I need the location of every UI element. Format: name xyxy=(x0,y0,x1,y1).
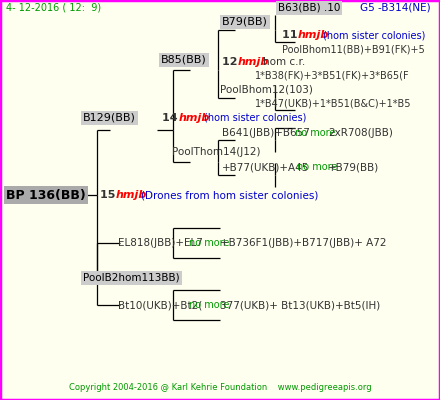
Text: 12: 12 xyxy=(222,57,242,67)
Text: no more: no more xyxy=(295,128,335,138)
Text: PoolB2hom113BB): PoolB2hom113BB) xyxy=(83,273,180,283)
Text: no more: no more xyxy=(297,162,337,172)
Text: 15: 15 xyxy=(100,190,119,200)
Text: PoolBhom12(103): PoolBhom12(103) xyxy=(220,85,313,95)
Text: hmjb: hmjb xyxy=(298,30,330,40)
Text: B79(BB): B79(BB) xyxy=(222,17,268,27)
Text: +B77(UKB)+A45: +B77(UKB)+A45 xyxy=(222,162,309,172)
Text: B641(JBB)+B657: B641(JBB)+B657 xyxy=(222,128,310,138)
Text: G5 -B314(NE): G5 -B314(NE) xyxy=(360,3,431,13)
Text: 2xR708(JBB): 2xR708(JBB) xyxy=(328,128,393,138)
Text: Bt10(UKB)+Bt2(: Bt10(UKB)+Bt2( xyxy=(118,300,202,310)
Text: Copyright 2004-2016 @ Karl Kehrie Foundation    www.pedigreeapis.org: Copyright 2004-2016 @ Karl Kehrie Founda… xyxy=(69,384,371,392)
Text: 14: 14 xyxy=(162,113,181,123)
Text: 377(UKB)+ Bt13(UKB)+Bt5(IH): 377(UKB)+ Bt13(UKB)+Bt5(IH) xyxy=(220,300,380,310)
Text: hmjb: hmjb xyxy=(116,190,147,200)
Text: EL818(JBB)+EL7: EL818(JBB)+EL7 xyxy=(118,238,203,248)
Text: 1*B38(FK)+3*B51(FK)+3*B65(F: 1*B38(FK)+3*B51(FK)+3*B65(F xyxy=(255,70,410,80)
Text: BP 136(BB): BP 136(BB) xyxy=(6,188,86,202)
Text: +B79(BB): +B79(BB) xyxy=(328,162,379,172)
Text: PoolBhom11(BB)+B91(FK)+5: PoolBhom11(BB)+B91(FK)+5 xyxy=(282,44,425,54)
Text: 1*B47(UKB)+1*B51(B&C)+1*B5: 1*B47(UKB)+1*B51(B&C)+1*B5 xyxy=(255,98,411,108)
Text: no more: no more xyxy=(189,300,229,310)
Text: B129(BB): B129(BB) xyxy=(83,113,136,123)
Text: (hom sister colonies): (hom sister colonies) xyxy=(323,30,425,40)
Text: no more: no more xyxy=(189,238,229,248)
Text: B85(BB): B85(BB) xyxy=(161,55,207,65)
Text: (Drones from hom sister colonies): (Drones from hom sister colonies) xyxy=(141,190,319,200)
Text: 11: 11 xyxy=(282,30,301,40)
Text: hmjb: hmjb xyxy=(238,57,269,67)
Text: 4- 12-2016 ( 12:  9): 4- 12-2016 ( 12: 9) xyxy=(6,2,101,12)
Text: +B736F1(JBB)+B717(JBB)+ A72: +B736F1(JBB)+B717(JBB)+ A72 xyxy=(220,238,386,248)
Text: hmjb: hmjb xyxy=(179,113,210,123)
Text: hom c.r.: hom c.r. xyxy=(263,57,305,67)
Text: B63(BB) .10: B63(BB) .10 xyxy=(278,3,341,13)
Text: (hom sister colonies): (hom sister colonies) xyxy=(204,113,306,123)
Text: PoolThom14(J12): PoolThom14(J12) xyxy=(172,147,260,157)
